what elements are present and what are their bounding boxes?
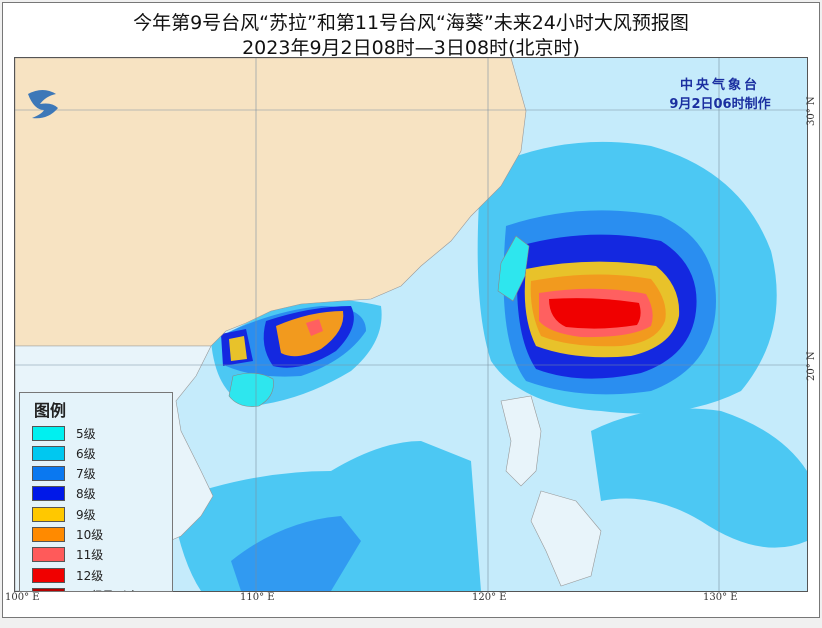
map-title: 今年第9号台风“苏拉”和第11号台风“海葵”未来24小时大风预报图 [133,12,689,34]
legend-swatch [32,425,65,441]
legend-item: 12级 [32,566,103,584]
legend-label: 12级 [76,568,104,583]
lon-label-110: 110° E [240,592,275,603]
cma-logo [28,90,58,119]
legend-swatch [32,527,65,542]
lon-label-100: 100° E [5,592,40,603]
lon-label-120: 120° E [472,592,507,603]
issuer-label: 中央气象台 [679,78,760,93]
map-subtitle: 2023年9月2日08时—3日08时(北京时) [242,37,580,59]
taiwan-island [497,235,530,302]
legend-swatch [32,506,65,522]
wind-zone-9-saola-west [229,336,247,361]
legend-swatch [32,587,65,591]
legend-label: 11级 [76,548,104,563]
wind-zone-11-saola [306,319,323,336]
legend-item: 11级 [32,546,103,564]
legend-label: 10级 [76,528,104,542]
legend-item: 8级 [32,485,96,503]
legend-title: 图例 [34,401,67,420]
lat-label-30: 30° N [806,96,817,126]
legend-item: 13级及以上 [32,586,139,591]
legend-item: 7级 [32,465,96,483]
legend-label: 9级 [76,507,96,522]
legend-item: 9级 [32,505,96,523]
legend-swatch [32,466,65,482]
china-mainland [15,58,527,347]
graticule [15,58,807,591]
lon-label-130: 130° E [703,592,738,603]
legend-item: 5级 [32,424,96,442]
wind-zone-10-saola [276,311,344,357]
luzon-island [500,395,542,487]
legend-label: 8级 [76,487,96,502]
legend-item: 10级 [32,526,103,544]
legend-swatch [32,486,65,502]
legend-swatch [32,445,65,461]
legend-swatch [32,567,65,583]
legend-item: 6级 [32,444,96,462]
lat-label-20: 20° N [806,351,817,381]
wind-zone-7-south [231,516,361,591]
philippine-islands [530,490,602,587]
wind-zone-6-east [591,408,807,548]
hainan-island [228,372,274,407]
issued-time: 9月2日06时制作 [669,97,771,112]
legend-label: 6级 [76,446,96,461]
legend-swatch [32,547,65,563]
legend: 图例 5级 6级 7级 8级 9级 10级 11级 12级 13级及以上 [19,392,173,592]
legend-label: 13级及以上 [76,587,139,591]
legend-label: 5级 [76,426,96,441]
legend-label: 7级 [76,467,96,482]
wind-zone-12-haikui [549,298,641,329]
